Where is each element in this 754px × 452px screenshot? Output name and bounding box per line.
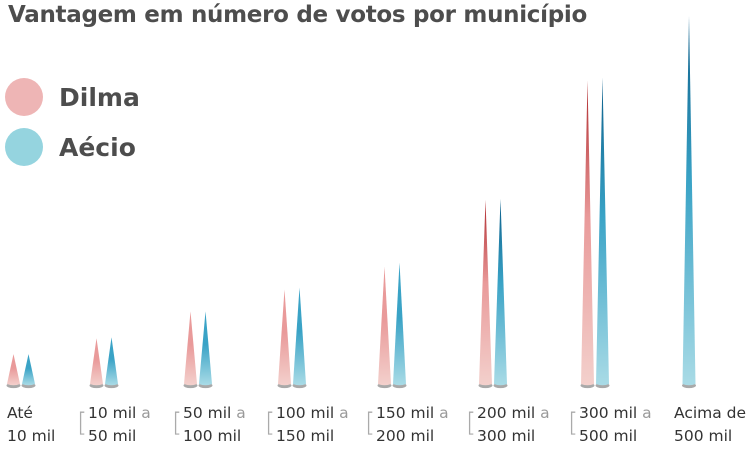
spike-aecio-2 <box>199 311 212 386</box>
category-label-line1: 150 mil a <box>376 402 449 425</box>
category-label-text: 150 mil <box>376 404 435 422</box>
category-label: [200 mil a 300 mil <box>466 402 550 448</box>
category-label-line1: 200 mil a <box>477 402 550 425</box>
category-label-connector: a <box>434 404 449 422</box>
legend-label-aecio: Aécio <box>59 132 136 162</box>
category-label-connector: a <box>136 404 151 422</box>
category-label-connector: a <box>334 404 349 422</box>
category-label-line1: 50 mil a <box>183 402 246 425</box>
category-label: Acima de 500 mil <box>674 402 746 448</box>
category-label: [10 mil a 50 mil <box>77 402 151 448</box>
legend-item-dilma: Dilma <box>5 77 140 117</box>
category-label-line1: 300 mil a <box>579 402 652 425</box>
bracket-glyph: [ <box>77 408 88 438</box>
spike-aecio-1 <box>105 337 118 386</box>
spike-aecio-6 <box>596 77 609 386</box>
bracket-glyph: [ <box>365 408 376 438</box>
category-label-line2: 200 mil <box>376 427 435 445</box>
category-label-line2: 300 mil <box>477 427 536 445</box>
category-label-line2: 100 mil <box>183 427 242 445</box>
spike-aecio-0 <box>22 354 35 386</box>
spike-aecio-7 <box>682 16 696 386</box>
category-label: [300 mil a 500 mil <box>568 402 652 448</box>
category-label-text: Acima de <box>674 404 747 422</box>
bracket-glyph: [ <box>265 408 276 438</box>
category-label-connector: a <box>231 404 246 422</box>
category-label-line2: 50 mil <box>88 427 137 445</box>
category-label-line2: 500 mil <box>674 427 733 445</box>
spike-dilma-3 <box>278 289 291 386</box>
category-label-line1: Acima de <box>674 402 746 425</box>
category-label: Até 10 mil <box>7 402 55 448</box>
category-label-text: 300 mil <box>579 404 638 422</box>
spike-dilma-2 <box>184 311 197 386</box>
category-label-line1: 100 mil a <box>276 402 349 425</box>
spike-dilma-0 <box>7 354 20 386</box>
category-label: [50 mil a 100 mil <box>172 402 246 448</box>
category-label-line2: 150 mil <box>276 427 335 445</box>
bracket-glyph: [ <box>568 408 579 438</box>
category-label-connector: a <box>637 404 652 422</box>
category-label: [150 mil a 200 mil <box>365 402 449 448</box>
category-label-connector: a <box>535 404 550 422</box>
category-label-text: 100 mil <box>276 404 335 422</box>
spike-dilma-5 <box>479 200 492 386</box>
category-label-line2: 500 mil <box>579 427 638 445</box>
category-label-text: 50 mil <box>183 404 232 422</box>
category-label-line1: 10 mil a <box>88 402 151 425</box>
category-label-line2: 10 mil <box>7 427 56 445</box>
spike-dilma-6 <box>581 80 594 386</box>
spike-aecio-5 <box>494 199 507 386</box>
legend-swatch-aecio <box>5 128 43 166</box>
spike-dilma-4 <box>378 266 391 386</box>
category-label: [100 mil a 150 mil <box>265 402 349 448</box>
spike-aecio-4 <box>393 262 406 386</box>
legend-item-aecio: Aécio <box>5 127 136 167</box>
bracket-glyph: [ <box>172 408 183 438</box>
spike-aecio-3 <box>293 287 306 386</box>
category-label-line1: Até <box>7 402 55 425</box>
chart-title: Vantagem em número de votos por municípi… <box>8 2 587 28</box>
category-label-text: 200 mil <box>477 404 536 422</box>
category-label-text: 10 mil <box>88 404 137 422</box>
bracket-glyph: [ <box>466 408 477 438</box>
legend-swatch-dilma <box>5 78 43 116</box>
spike-dilma-1 <box>90 338 103 386</box>
legend-label-dilma: Dilma <box>59 82 140 112</box>
category-label-text: Até <box>7 404 33 422</box>
